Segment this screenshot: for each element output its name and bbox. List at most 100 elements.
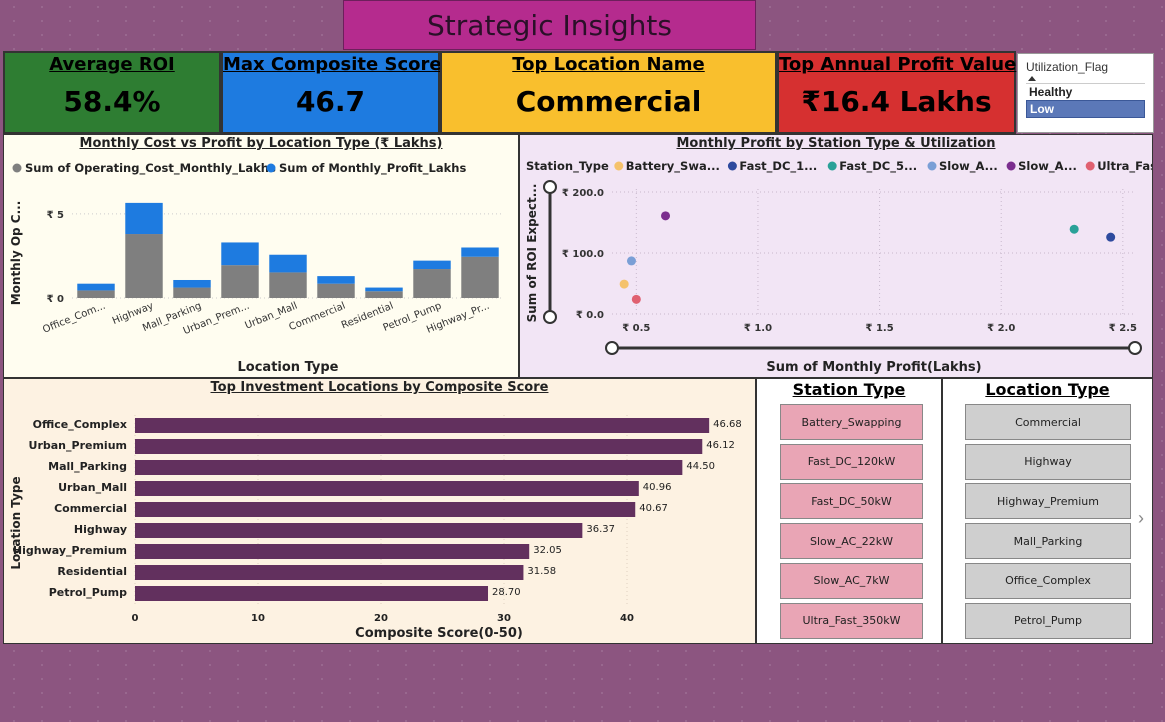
bar-profit bbox=[77, 283, 115, 291]
kpi-average-roi: Average ROI 58.4% bbox=[3, 51, 221, 134]
slicer-option-healthy[interactable]: Healthy bbox=[1026, 83, 1145, 100]
station-option-fast-dc-50kw[interactable]: Fast_DC_50kW bbox=[780, 483, 923, 520]
bar-profit bbox=[461, 247, 499, 257]
cost-profit-chart-panel: Monthly Cost vs Profit by Location Type … bbox=[3, 134, 519, 378]
legend-label: Fast_DC_5... bbox=[839, 159, 917, 174]
bar-cost bbox=[317, 283, 355, 298]
scatter-point bbox=[661, 211, 671, 221]
bar-cost bbox=[221, 265, 259, 298]
legend-marker bbox=[614, 161, 624, 171]
slicer-title: Utilization_Flag bbox=[1026, 60, 1109, 74]
x-tick-label: ₹ 1.5 bbox=[866, 323, 894, 334]
bar-profit bbox=[125, 202, 163, 235]
location-option-highway[interactable]: Highway bbox=[965, 443, 1131, 480]
x-tick-label: 0 bbox=[132, 613, 139, 624]
station-option-fast-dc-120kw[interactable]: Fast_DC_120kW bbox=[780, 443, 923, 480]
legend-marker bbox=[1085, 161, 1095, 171]
bar bbox=[135, 544, 530, 559]
chart-title: Top Investment Locations by Composite Sc… bbox=[210, 380, 549, 395]
y-tick-label: Commercial bbox=[54, 502, 127, 515]
y-tick-label: ₹ 100.0 bbox=[562, 249, 604, 260]
legend-marker bbox=[1006, 161, 1016, 171]
x-tick-label: 20 bbox=[374, 613, 388, 624]
y-tick-label: Highway_Premium bbox=[13, 544, 127, 557]
bar bbox=[135, 460, 683, 475]
bar bbox=[135, 418, 710, 433]
station-option-slow-ac-7kw[interactable]: Slow_AC_7kW bbox=[780, 562, 923, 599]
y-tick-label: ₹ 5 bbox=[47, 210, 64, 221]
kpi-label: Average ROI bbox=[49, 54, 175, 75]
sort-caret-icon[interactable] bbox=[1028, 76, 1036, 81]
kpi-value: 46.7 bbox=[295, 85, 366, 118]
y-tick-label: Highway bbox=[74, 523, 127, 536]
location-option-highway-premium[interactable]: Highway_Premium bbox=[965, 483, 1131, 520]
location-option-commercial[interactable]: Commercial bbox=[965, 404, 1131, 440]
data-label: 36.37 bbox=[586, 524, 615, 535]
x-tick-label: 40 bbox=[620, 613, 634, 624]
composite-score-chart: 0 10 20 30 40 Office_Complex 46.68 Urban_Premiu… bbox=[9, 415, 742, 641]
kpi-max-composite-score: Max Composite Score 46.7 bbox=[221, 51, 442, 134]
y-axis-label: Monthly Op C... bbox=[9, 201, 23, 306]
station-option-ultra-fast-350kw[interactable]: Ultra_Fast_350kW bbox=[780, 602, 923, 639]
y-axis-label: Location Type bbox=[9, 476, 23, 569]
scatter-point bbox=[1106, 232, 1116, 242]
x-slider-handle bbox=[605, 341, 619, 355]
legend-marker bbox=[827, 161, 837, 171]
bar-cost bbox=[365, 291, 403, 298]
location-option-office-complex[interactable]: Office_Complex bbox=[965, 562, 1131, 599]
x-axis-label: Location Type bbox=[238, 360, 339, 375]
x-tick-label: ₹ 2.0 bbox=[987, 323, 1015, 334]
bar bbox=[135, 481, 639, 496]
station-option-slow-ac-22kw[interactable]: Slow_AC_22kW bbox=[780, 523, 923, 560]
y-axis-label: Sum of ROI Expect... bbox=[525, 184, 539, 323]
data-label: 40.67 bbox=[639, 503, 668, 514]
kpi-label: Top Location Name bbox=[512, 54, 705, 75]
legend-label: Slow_A... bbox=[939, 159, 998, 174]
data-label: 40.96 bbox=[643, 482, 672, 493]
y-tick-label: ₹ 0 bbox=[47, 294, 64, 305]
legend-marker bbox=[727, 161, 737, 171]
scatter-point bbox=[631, 294, 641, 304]
x-tick-label: ₹ 2.5 bbox=[1109, 323, 1137, 334]
chart-title: Monthly Cost vs Profit by Location Type … bbox=[79, 136, 443, 151]
data-label: 44.50 bbox=[686, 461, 715, 472]
y-slider-handle bbox=[543, 310, 557, 324]
legend-label: Battery_Swa... bbox=[626, 159, 720, 174]
legend-label: Ultra_Fast... bbox=[1097, 159, 1152, 174]
bar-profit bbox=[173, 279, 211, 288]
legend-title: Station_Type bbox=[526, 159, 609, 174]
cost-profit-chart: Sum of Operating_Cost_Monthly_Lakhs Sum o… bbox=[9, 161, 504, 375]
station-option-battery-swapping[interactable]: Battery_Swapping bbox=[780, 404, 923, 440]
x-axis-label: Sum of Monthly Profit(Lakhs) bbox=[766, 360, 981, 375]
bar-profit bbox=[413, 260, 451, 270]
page-title: Strategic Insights bbox=[343, 0, 756, 50]
chart-title: Monthly Profit by Station Type & Utiliza… bbox=[676, 136, 996, 151]
bar bbox=[135, 502, 636, 517]
bar bbox=[135, 439, 703, 454]
data-label: 31.58 bbox=[527, 566, 556, 577]
slicer-option-low[interactable]: Low bbox=[1026, 100, 1145, 118]
scatter-point bbox=[626, 256, 636, 266]
y-tick-label: Residential bbox=[57, 565, 127, 578]
utilization-flag-slicer: Utilization_Flag Healthy Low bbox=[1017, 53, 1154, 133]
kpi-value: ₹16.4 Lakhs bbox=[801, 85, 992, 118]
bar bbox=[135, 586, 489, 601]
y-tick-label: Mall_Parking bbox=[48, 460, 127, 473]
y-slider-handle bbox=[543, 180, 557, 194]
legend-label: Sum of Monthly_Profit_Lakhs bbox=[279, 161, 466, 176]
location-option-mall-parking[interactable]: Mall_Parking bbox=[965, 523, 1131, 560]
legend-marker bbox=[266, 163, 276, 173]
y-tick-label: Office_Complex bbox=[33, 418, 127, 431]
y-tick-label: Urban_Mall bbox=[58, 481, 127, 494]
profit-scatter-panel: Monthly Profit by Station Type & Utiliza… bbox=[519, 134, 1153, 378]
y-tick-label: ₹ 200.0 bbox=[562, 188, 604, 199]
chevron-right-icon[interactable]: › bbox=[1138, 508, 1144, 528]
location-option-petrol-pump[interactable]: Petrol_Pump bbox=[965, 602, 1131, 639]
data-label: 28.70 bbox=[492, 587, 521, 598]
bar-profit bbox=[317, 276, 355, 284]
bar-cost bbox=[125, 234, 163, 298]
kpi-value: 58.4% bbox=[63, 85, 161, 118]
kpi-label: Max Composite Score bbox=[223, 54, 442, 75]
bar-cost bbox=[77, 290, 115, 298]
data-label: 46.68 bbox=[713, 419, 742, 430]
